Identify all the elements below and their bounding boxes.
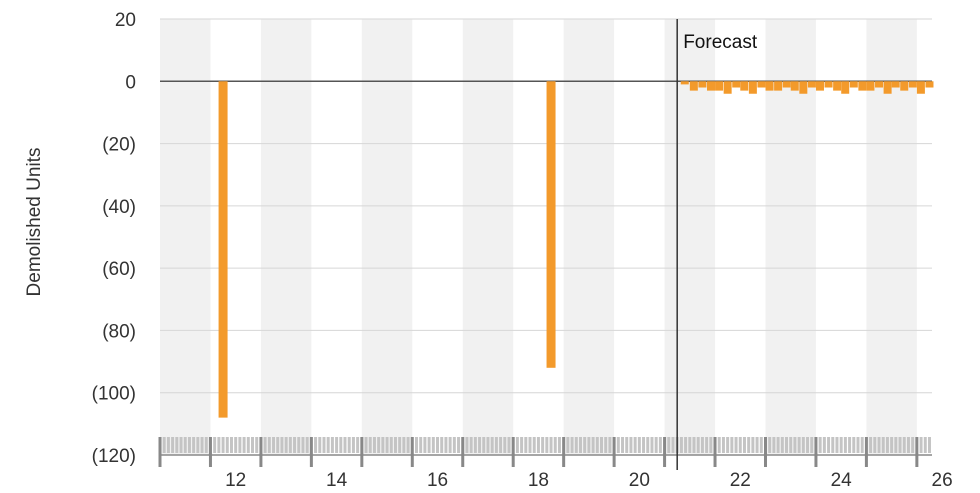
year-band	[260, 19, 312, 455]
x-tick-label: 18	[528, 470, 549, 491]
bar	[883, 81, 892, 94]
bar	[790, 81, 799, 91]
y-axis: 20 0 (20) (40) (60) (80) (100) (120)	[92, 10, 136, 467]
x-axis: 12 14 16 18 20 22 24 26	[158, 437, 953, 491]
year-band	[664, 19, 716, 455]
bar	[748, 81, 757, 94]
bar	[757, 81, 766, 88]
y-tick-label: 20	[115, 10, 136, 31]
bar	[866, 81, 875, 91]
bar	[774, 81, 783, 91]
x-tick-label: 14	[326, 470, 348, 491]
year-band	[361, 19, 413, 455]
bar	[925, 81, 934, 88]
bar	[841, 81, 850, 94]
bars	[218, 81, 934, 418]
y-tick-label: (60)	[102, 259, 136, 280]
bar	[689, 81, 698, 91]
year-bands	[160, 19, 917, 455]
bar	[858, 81, 867, 91]
bar	[706, 81, 715, 91]
y-tick-label: 0	[125, 72, 136, 93]
forecast-label: Forecast	[683, 32, 758, 53]
bar	[875, 81, 884, 88]
bar	[900, 81, 909, 91]
bar	[833, 81, 842, 91]
bar	[799, 81, 808, 94]
bar	[723, 81, 732, 94]
year-band	[866, 19, 917, 455]
bar	[824, 81, 833, 88]
bar	[546, 81, 556, 368]
bar	[732, 81, 741, 88]
bar	[849, 81, 858, 88]
y-tick-label: (80)	[102, 321, 136, 342]
y-tick-label: (20)	[102, 135, 136, 156]
y-tick-label: (100)	[92, 384, 136, 405]
year-band	[160, 19, 211, 455]
bar	[698, 81, 707, 88]
year-band	[462, 19, 514, 455]
bar	[891, 81, 900, 88]
y-tick-label: (120)	[92, 446, 136, 467]
x-tick-label: 24	[831, 470, 853, 491]
y-axis-title: Demolished Units	[24, 148, 45, 297]
bar	[680, 81, 689, 85]
bar	[782, 81, 791, 88]
y-tick-label: (40)	[102, 197, 136, 218]
x-tick-label: 20	[629, 470, 650, 491]
year-band	[765, 19, 816, 455]
bar	[807, 81, 816, 88]
bar	[740, 81, 749, 91]
bar	[765, 81, 774, 91]
bar	[908, 81, 917, 88]
bar	[218, 81, 228, 418]
bar	[815, 81, 824, 91]
x-tick-label: 26	[932, 470, 953, 491]
x-tick-label: 22	[730, 470, 751, 491]
year-band	[563, 19, 615, 455]
bar	[715, 81, 724, 91]
bar	[916, 81, 925, 94]
x-tick-label: 16	[427, 470, 448, 491]
x-tick-label: 12	[225, 470, 246, 491]
